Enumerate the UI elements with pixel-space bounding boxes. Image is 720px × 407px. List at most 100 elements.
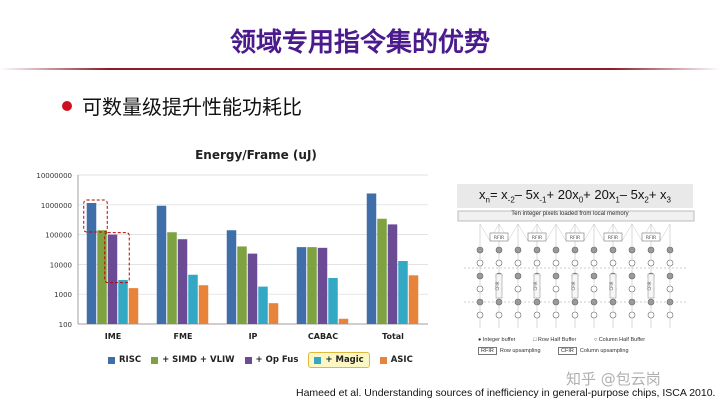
rfir-box-label: RFIR (646, 235, 656, 241)
cfir-box (609, 273, 617, 299)
rfir-box (641, 232, 661, 242)
y-tick-label: 1000000 (41, 202, 72, 210)
bar-total-4 (408, 275, 419, 324)
integer-buffer-node (628, 311, 636, 319)
bar-total-0 (366, 193, 377, 324)
bar-fme-4 (198, 285, 209, 324)
integer-buffer-node (476, 246, 484, 254)
legend-cfir: CFIR Column upsampling (558, 347, 636, 355)
bullet-text: 可数量级提升性能功耗比 (82, 95, 302, 119)
integer-buffer-node (609, 246, 617, 254)
filter-formula: xn = x-2 – 5x-1 + 20x0 + 20x1 – 5x2 + x3 (457, 184, 693, 208)
bar-cabac-3 (328, 277, 338, 324)
integer-buffer-node (552, 246, 560, 254)
integer-buffer-node (590, 285, 598, 293)
rfir-box (489, 232, 509, 242)
integer-buffer-node (514, 285, 522, 293)
integer-buffer-node (647, 311, 655, 319)
rfir-box-label: RFIR (494, 235, 504, 241)
integer-buffer-node (552, 311, 560, 319)
watermark: 知乎 @包云岗 (566, 370, 661, 388)
cfir-box-label: CFIR (571, 281, 576, 290)
fan-in-line (479, 223, 490, 241)
fan-in-line (660, 223, 671, 241)
legend-swatch (379, 356, 387, 364)
legend-swatch (244, 356, 252, 364)
bar-cabac-2 (317, 247, 328, 324)
rfir-box (603, 232, 623, 242)
energy-bar-chart: 100 1000 10000 100000 1000000 10000000 IME FME I… (36, 172, 428, 341)
legend-column-half-buffer: ○ Column Half Buffer (593, 337, 646, 343)
x-tick-label: Total (382, 332, 404, 341)
bar-fme-3 (188, 274, 198, 324)
legend-integer-buffer: ● Integer buffer (478, 337, 516, 343)
legend-swatch (151, 356, 159, 364)
cfir-box (571, 273, 579, 299)
integer-buffer-node (514, 272, 522, 280)
legend-item-asic: ASIC (379, 355, 413, 365)
integer-buffer-node (666, 311, 674, 319)
integer-buffer-node (476, 285, 484, 293)
integer-buffer-node (666, 272, 674, 280)
integer-buffer-node (476, 311, 484, 319)
integer-buffer-node (552, 285, 560, 293)
integer-buffer-node (571, 246, 579, 254)
highlight-box-op-fus (104, 232, 130, 284)
integer-buffer-node (609, 259, 617, 267)
integer-buffer-node (590, 311, 598, 319)
y-tick-label: 10000 (50, 261, 72, 269)
integer-buffer-node (571, 259, 579, 267)
integer-buffer-node (514, 246, 522, 254)
bar-ip-2 (247, 253, 258, 324)
legend-row-half-buffer: □ Row Half Buffer (533, 337, 577, 343)
legend-swatch (314, 356, 322, 364)
formula-lhs: xn (479, 187, 490, 205)
fan-in-line (546, 223, 557, 241)
integer-buffer-node (666, 259, 674, 267)
formula-term: + 20x1 (583, 187, 620, 205)
bar-cabac-4 (338, 318, 349, 324)
integer-buffer-node (476, 259, 484, 267)
bar-ip-0 (226, 230, 237, 324)
legend-item-risc: RISC (108, 355, 141, 365)
fan-in-line (622, 223, 633, 241)
fir-datapath-diagram: RFIR RFIR RFIR RFIR RFIR CFIR CFIR CFIR CFIR CFIR (454, 210, 698, 334)
bar-ip-3 (258, 286, 268, 324)
fan-in-line (593, 223, 604, 241)
rfir-box (527, 232, 547, 242)
rfir-box-label: RFIR (532, 235, 542, 241)
integer-buffer-node (666, 285, 674, 293)
legend-label: + SIMD + VLIW (162, 355, 235, 365)
bar-fme-2 (177, 239, 188, 324)
bar-total-2 (387, 224, 398, 324)
integer-buffer-node (628, 272, 636, 280)
y-tick-label: 1000 (54, 291, 72, 299)
slide-title: 领域专用指令集的优势 (229, 28, 490, 58)
rfir-box (565, 232, 585, 242)
local-memory-bar (457, 210, 695, 222)
integer-buffer-node (590, 272, 598, 280)
cfir-box-label: CFIR (647, 281, 652, 290)
integer-buffer-node (647, 246, 655, 254)
bar-ime-2 (107, 234, 118, 324)
integer-buffer-node (628, 246, 636, 254)
diagram-legend: ● Integer buffer □ Row Half Buffer ○ Col… (478, 335, 661, 357)
y-tick-label: 100 (59, 321, 72, 329)
rfir-box-label: RFIR (570, 235, 580, 241)
formula-term: + x3 (648, 187, 671, 205)
bullet-dot-icon (62, 101, 72, 111)
legend-swatch (108, 356, 115, 364)
cfir-box-label: CFIR (609, 281, 614, 290)
rfir-box-label: RFIR (608, 235, 618, 241)
fan-in-line (517, 223, 528, 241)
fan-in-line (555, 223, 566, 241)
integer-buffer-node (495, 311, 503, 319)
legend-label: + Magic (325, 355, 364, 365)
integer-buffer-node (609, 311, 617, 319)
legend-item-magic: + Magic (308, 352, 370, 368)
bar-ime-1 (97, 230, 107, 324)
legend-item-simd-vliw: + SIMD + VLIW (151, 355, 235, 365)
integer-buffer-node (514, 259, 522, 267)
cfir-box-label: CFIR (533, 281, 538, 290)
integer-buffer-node (533, 246, 541, 254)
